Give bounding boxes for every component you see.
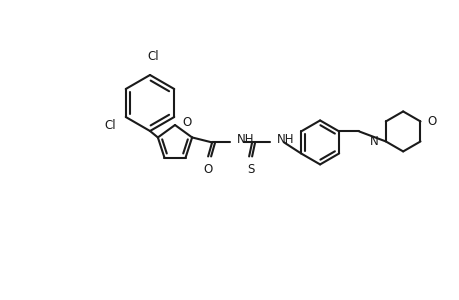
Text: O: O	[426, 115, 436, 128]
Text: O: O	[203, 164, 212, 176]
Text: N: N	[369, 135, 378, 148]
Text: Cl: Cl	[147, 50, 158, 63]
Text: S: S	[246, 164, 254, 176]
Text: Cl: Cl	[104, 118, 115, 131]
Text: NH: NH	[276, 133, 294, 146]
Text: O: O	[182, 116, 191, 128]
Text: NH: NH	[236, 133, 254, 146]
